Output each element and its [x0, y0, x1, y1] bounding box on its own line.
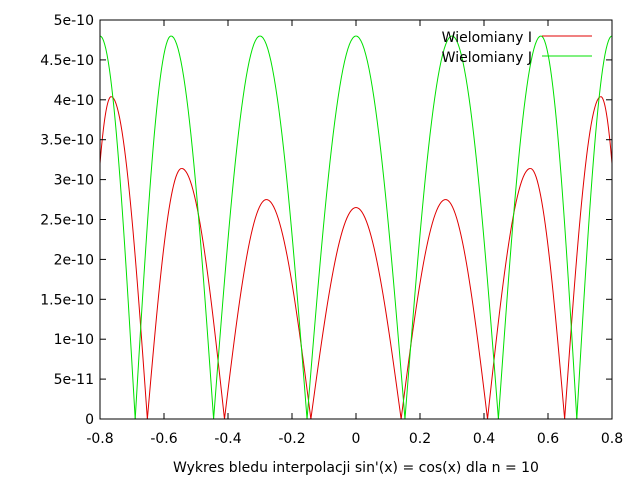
x-tick-label: -0.8	[86, 431, 113, 447]
series-line-segment	[404, 35, 453, 420]
y-tick-label: 5e-10	[54, 13, 94, 29]
series-line-segment	[99, 35, 136, 420]
x-tick-label: -0.2	[278, 431, 305, 447]
series-line-segment	[223, 199, 267, 420]
y-tick-label: 4.5e-10	[40, 53, 94, 69]
series-line-segment	[134, 35, 172, 420]
series-line-segment	[530, 167, 566, 420]
y-tick-label: 2.5e-10	[40, 213, 94, 229]
y-tick-label: 3e-10	[54, 173, 94, 189]
y-tick-label: 4e-10	[54, 93, 94, 109]
series-line-segment	[540, 35, 578, 420]
x-tick-label: -0.6	[150, 431, 177, 447]
series-line-segment	[310, 207, 357, 420]
y-tick-label: 5e-11	[54, 372, 94, 388]
series-1	[99, 96, 613, 420]
x-tick-label: 0.8	[601, 431, 623, 447]
x-axis-label: Wykres bledu interpolacji sin'(x) = cos(…	[173, 460, 539, 476]
x-tick-label: -0.4	[214, 431, 241, 447]
series-line-segment	[259, 35, 308, 420]
x-tick-label: 0	[352, 431, 361, 447]
series-line-segment	[576, 35, 613, 420]
y-tick-label: 0	[85, 412, 94, 428]
series-line-segment	[400, 199, 446, 420]
series-layer	[99, 35, 613, 420]
x-tick-label: 0.2	[409, 431, 431, 447]
series-line-segment	[266, 199, 312, 420]
series-line-segment	[600, 96, 613, 164]
y-tick-label: 3.5e-10	[40, 133, 94, 149]
series-line-segment	[213, 35, 261, 420]
legend-label: Wielomiany J	[442, 50, 532, 66]
series-line-segment	[487, 167, 531, 420]
legend: Wielomiany I Wielomiany J	[442, 30, 592, 66]
series-line-segment	[181, 167, 225, 420]
x-tick-label: 0.6	[537, 431, 559, 447]
series-line-segment	[445, 199, 489, 420]
series-line-segment	[170, 35, 215, 420]
series-line-segment	[564, 96, 601, 420]
series-line-segment	[99, 96, 112, 164]
plot-frame	[99, 19, 613, 420]
series-line-segment	[355, 35, 406, 420]
y-tick-label: 1e-10	[54, 332, 94, 348]
legend-label: Wielomiany I	[442, 30, 532, 46]
tick-layer: -0.8 -0.6 -0.4 -0.2 0 0.2 0.4 0.6 0.8 0 5e-11 1e-10…	[40, 13, 623, 447]
y-tick-label: 1.5e-10	[40, 292, 94, 308]
series-line-segment	[146, 167, 182, 420]
series-line-segment	[355, 207, 402, 420]
series-line-segment	[497, 35, 542, 420]
series-2	[99, 35, 613, 420]
x-tick-label: 0.4	[473, 431, 495, 447]
y-tick-label: 2e-10	[54, 252, 94, 268]
series-line-segment	[451, 35, 499, 420]
series-line-segment	[306, 35, 357, 420]
series-line-segment	[111, 96, 148, 420]
